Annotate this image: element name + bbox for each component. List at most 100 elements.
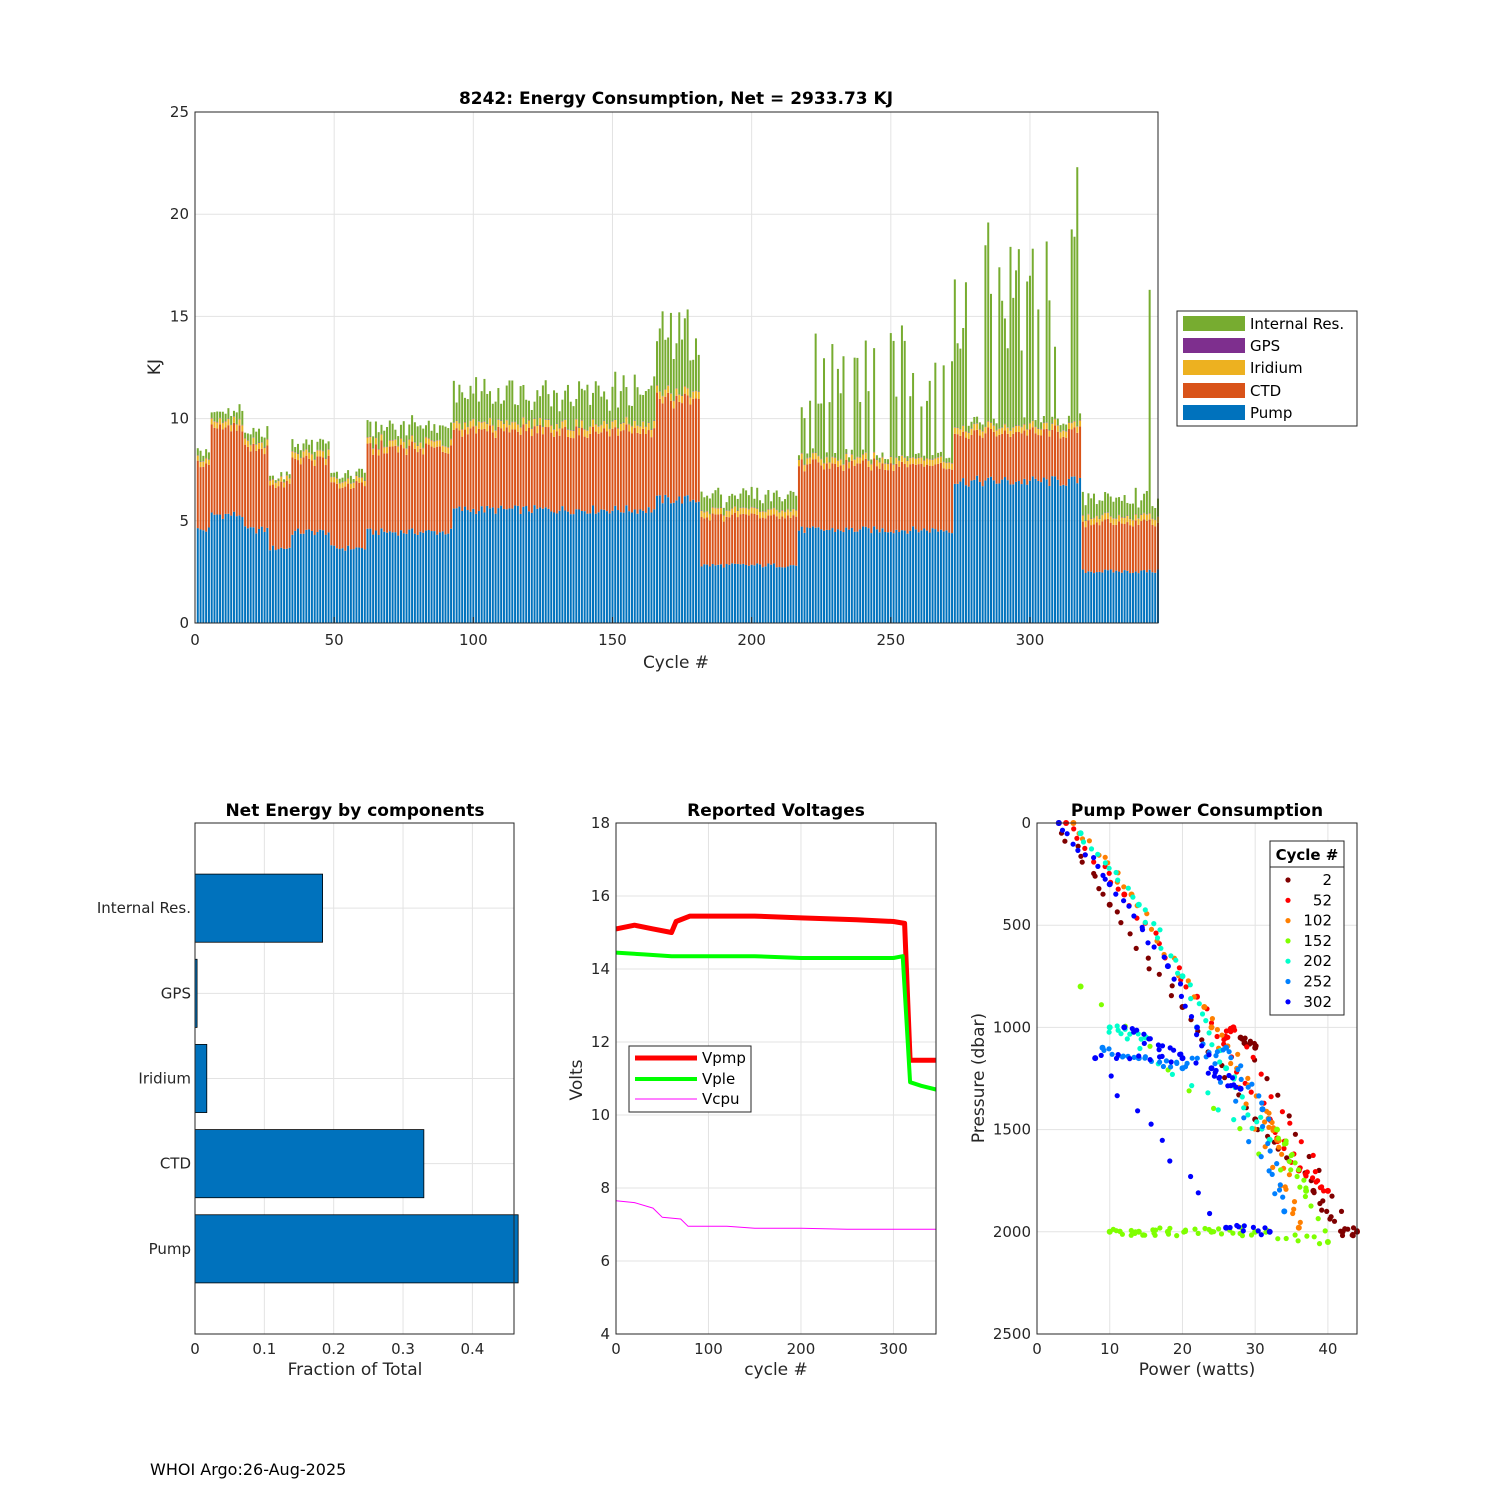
energy-bar-pump — [678, 496, 681, 623]
energy-bar-internal — [633, 374, 636, 421]
pump-power-point — [1127, 1031, 1133, 1037]
energy-bar-internal — [458, 384, 461, 423]
energy-bar-internal — [372, 436, 375, 449]
pump-power-point — [1113, 1055, 1120, 1061]
energy-bar-ctd — [1073, 427, 1076, 477]
energy-bar-ctd — [1095, 522, 1098, 573]
energy-bar-ctd — [196, 460, 199, 529]
energy-bar-internal — [1148, 289, 1151, 514]
pump-power-point — [1098, 1052, 1104, 1058]
energy-bar-ctd — [934, 464, 937, 530]
pump-power-point — [1244, 1044, 1250, 1050]
energy-bar-internal — [925, 400, 928, 459]
pump-power-point — [1308, 1203, 1314, 1209]
energy-bar-internal — [1079, 413, 1082, 421]
energy-bar-ctd — [444, 452, 447, 535]
energy-bar-pump — [956, 483, 959, 623]
energy-bar-internal — [1092, 493, 1095, 518]
energy-bar-ctd — [227, 425, 230, 514]
energy-bar-internal — [867, 391, 870, 461]
energy-bar-ctd — [463, 429, 466, 507]
energy-xtick-label: 100 — [459, 631, 488, 649]
energy-bar-pump — [425, 530, 428, 623]
energy-bar-iridium — [386, 447, 389, 454]
energy-bar-iridium — [703, 512, 706, 519]
energy-bar-internal — [778, 496, 781, 513]
energy-bar-pump — [811, 526, 814, 623]
pump-power-point — [1279, 1109, 1285, 1115]
energy-bar-ctd — [636, 432, 639, 514]
energy-bar-ctd — [909, 464, 912, 531]
energy-bar-internal — [619, 391, 622, 424]
voltages-legend: Vpmp Vple Vcpu — [628, 1045, 752, 1113]
energy-bar-pump — [333, 545, 336, 623]
energy-bar-pump — [483, 512, 486, 623]
energy-bar-pump — [1140, 570, 1143, 623]
pump-power-point — [1147, 1057, 1153, 1063]
energy-bar-ctd — [784, 518, 787, 568]
energy-bar-internal — [859, 401, 862, 458]
energy-bar-internal — [834, 453, 837, 458]
energy-bar-internal — [895, 396, 898, 458]
energy-bar-pump — [681, 503, 684, 623]
pump-power-ytick-label: 1500 — [993, 1121, 1031, 1139]
voltages-lines — [615, 913, 937, 1230]
energy-bar-iridium — [806, 458, 809, 465]
energy-bar-iridium — [319, 450, 322, 457]
energy-bar-ctd — [903, 463, 906, 531]
energy-bar-iridium — [1023, 424, 1026, 431]
energy-bar-pump — [514, 505, 517, 623]
energy-bar-iridium — [1154, 520, 1157, 527]
energy-bar-pump — [266, 527, 269, 623]
energy-bar-internal — [1020, 350, 1023, 427]
energy-bar-pump — [341, 548, 344, 623]
energy-bar-iridium — [694, 391, 697, 399]
energy-bar-ctd — [806, 464, 809, 528]
energy-bar-ctd — [1148, 519, 1151, 570]
pump-power-point — [1130, 894, 1136, 900]
energy-bar-internal — [856, 357, 859, 457]
pump-power-legend-label: 102 — [1303, 912, 1332, 930]
energy-bar-iridium — [441, 445, 444, 452]
energy-bar-ctd — [998, 434, 1001, 484]
energy-bar-ctd — [775, 516, 778, 568]
energy-bar-ctd — [527, 427, 530, 512]
pump-power-point — [1169, 1071, 1175, 1077]
energy-bar-internal — [553, 390, 556, 430]
energy-bar-internal — [636, 387, 639, 426]
pump-power-legend-marker — [1285, 897, 1291, 903]
energy-bar-internal — [998, 267, 1001, 429]
energy-bar-iridium — [586, 430, 589, 438]
energy-bar-iridium — [458, 423, 461, 431]
energy-bar-internal — [694, 338, 697, 391]
energy-bar-internal — [408, 424, 411, 440]
energy-bar-pump — [658, 495, 661, 623]
energy-bar-pump — [967, 486, 970, 623]
energy-bar-iridium — [984, 427, 987, 434]
energy-bar-iridium — [566, 429, 569, 437]
energy-bar-internal — [811, 448, 814, 453]
pump-power-point — [1202, 1225, 1208, 1232]
energy-bar-pump — [219, 514, 222, 623]
energy-bar-internal — [335, 471, 338, 479]
pump-power-point — [1114, 1023, 1120, 1029]
energy-bar-iridium — [800, 453, 803, 460]
net-energy-bar — [194, 873, 323, 943]
pump-power-point — [1171, 1047, 1177, 1053]
pump-power-point — [1256, 1093, 1262, 1099]
voltages-ytick-label: 8 — [600, 1179, 610, 1197]
energy-bar-internal — [909, 396, 912, 458]
energy-bar-internal — [322, 439, 325, 451]
pump-power-point — [1163, 1058, 1169, 1064]
energy-bar-iridium — [1148, 513, 1151, 520]
energy-bar-ctd — [739, 514, 742, 565]
energy-bar-ctd — [861, 460, 864, 527]
energy-bar-ctd — [416, 452, 419, 535]
energy-bar-ctd — [322, 457, 325, 531]
energy-bar-ctd — [720, 514, 723, 565]
energy-bar-ctd — [235, 430, 238, 517]
energy-bar-iridium — [216, 422, 219, 429]
energy-bar-internal — [530, 409, 533, 429]
energy-bar-pump — [714, 565, 717, 623]
energy-bar-internal — [842, 356, 845, 465]
